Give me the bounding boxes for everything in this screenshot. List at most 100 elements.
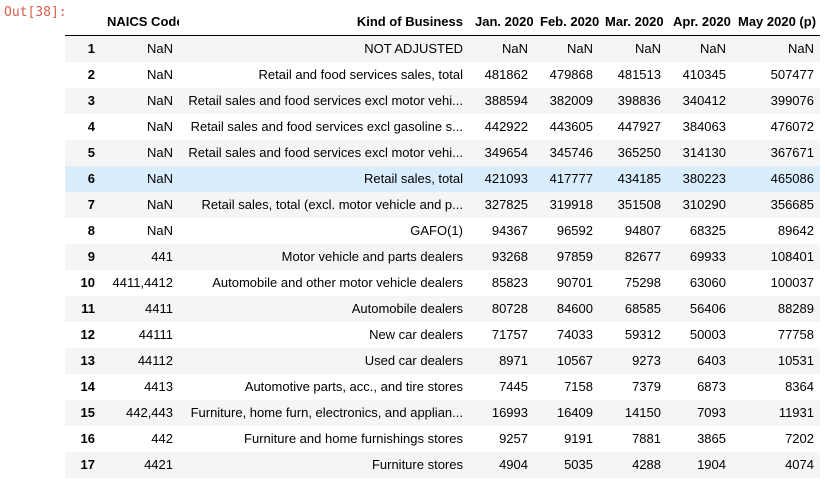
column-header: Feb. 2020	[534, 9, 599, 36]
table-cell: Automobile dealers	[351, 301, 463, 316]
table-row: 10 4411,4412 Automobile and other motor ve…	[65, 270, 820, 296]
table-cell: Retail sales and food services excl moto…	[188, 145, 463, 160]
column-header: Kind of Business	[179, 9, 469, 36]
column-header: Mar. 2020	[599, 9, 667, 36]
table-cell: 77758	[777, 327, 814, 342]
row-index: 6	[87, 171, 95, 186]
table-row: 14 4413 Automotive parts, acc., and tire s…	[65, 374, 820, 400]
row-index: 3	[87, 93, 95, 108]
table-cell: 447927	[617, 119, 661, 134]
table-cell: Motor vehicle and parts dealers	[281, 249, 463, 264]
table-row: 17 4421 Furniture stores 4904 5035 4288 1904 40…	[65, 452, 820, 478]
column-header: May 2020 (p)	[732, 9, 820, 36]
table-row: 1 NaN NOT ADJUSTED NaN NaN NaN NaN NaN	[65, 35, 820, 62]
out-prompt: Out[38]:	[4, 5, 67, 20]
header-row: NAICS Code Kind of Business Jan. 2020 Feb. …	[65, 9, 820, 36]
dataframe-output: NAICS Code Kind of Business Jan. 2020 Feb. …	[65, 9, 820, 478]
table-row: 9 441 Motor vehicle and parts dealers 93268…	[65, 244, 820, 270]
row-index: 4	[87, 119, 95, 134]
row-index: 14	[80, 379, 95, 394]
table-cell: 97859	[556, 249, 593, 264]
row-index: 7	[87, 197, 95, 212]
table-cell: 442922	[484, 119, 528, 134]
table-cell: 108401	[770, 249, 814, 264]
table-cell: 367671	[770, 145, 814, 160]
table-cell: 71757	[491, 327, 528, 342]
table-row: 7 NaN Retail sales, total (excl. motor veh…	[65, 192, 820, 218]
table-cell: 319918	[549, 197, 593, 212]
column-header: NAICS Code	[101, 9, 179, 36]
row-index: 12	[80, 327, 95, 342]
table-cell: NOT ADJUSTED	[364, 41, 463, 56]
table-cell: Automobile and other motor vehicle deale…	[212, 275, 463, 290]
table-cell: 7202	[785, 431, 814, 446]
table-cell: 398836	[617, 93, 661, 108]
table-cell: 14150	[624, 405, 661, 420]
table-cell: 4413	[144, 379, 173, 394]
table-row: 16 442 Furniture and home furnishings stor…	[65, 426, 820, 452]
table-cell: 9257	[499, 431, 528, 446]
table-cell: 465086	[770, 171, 814, 186]
table-cell: NaN	[146, 223, 173, 238]
table-row: 13 44112 Used car dealers 8971 10567 9273 6403…	[65, 348, 820, 374]
table-cell: 7093	[697, 405, 726, 420]
table-cell: 382009	[549, 93, 593, 108]
table-cell: NaN	[146, 145, 173, 160]
row-index: 13	[80, 353, 95, 368]
table-cell: 310290	[682, 197, 726, 212]
table-cell: 8971	[499, 353, 528, 368]
table-cell: 68585	[624, 301, 661, 316]
table-cell: 3865	[697, 431, 726, 446]
table-row: 11 4411 Automobile dealers 80728 84600 68585 5…	[65, 296, 820, 322]
table-cell: 314130	[682, 145, 726, 160]
table-cell: 4411	[145, 301, 173, 316]
table-cell: 4411,4412	[112, 275, 174, 290]
table-cell: NaN	[634, 41, 661, 56]
table-cell: 75298	[624, 275, 661, 290]
table-cell: 479868	[549, 67, 593, 82]
table-cell: 5035	[564, 457, 593, 472]
table-cell: 16993	[491, 405, 528, 420]
table-cell: 16409	[556, 405, 593, 420]
table-cell: 7158	[564, 379, 593, 394]
table-cell: 340412	[682, 93, 726, 108]
table-cell: 384063	[682, 119, 726, 134]
table-cell: NaN	[146, 41, 173, 56]
table-cell: 399076	[770, 93, 814, 108]
table-cell: Retail sales, total (excl. motor vehicle…	[201, 197, 463, 212]
table-cell: 4904	[499, 457, 528, 472]
table-cell: 90701	[556, 275, 593, 290]
row-index: 17	[80, 457, 95, 472]
row-index: 1	[87, 41, 95, 56]
table-cell: 44111	[138, 327, 173, 342]
table-cell: NaN	[146, 119, 173, 134]
table-cell: 351508	[617, 197, 661, 212]
table-cell: 356685	[770, 197, 814, 212]
table-cell: 94807	[624, 223, 661, 238]
table-cell: Used car dealers	[364, 353, 463, 368]
table-cell: 80728	[491, 301, 528, 316]
table-cell: Retail sales and food services excl gaso…	[190, 119, 463, 134]
row-index: 8	[87, 223, 95, 238]
table-cell: 69933	[689, 249, 726, 264]
table-cell: GAFO(1)	[410, 223, 463, 238]
table-cell: Furniture and home furnishings stores	[244, 431, 463, 446]
table-cell: 59312	[624, 327, 661, 342]
table-cell: 7445	[499, 379, 528, 394]
row-index: 15	[80, 405, 95, 420]
table-row: 8 NaN GAFO(1) 94367 96592 94807 68325 89642	[65, 218, 820, 244]
row-index: 10	[80, 275, 95, 290]
table-cell: 7379	[632, 379, 661, 394]
table-cell: 68325	[689, 223, 726, 238]
table-row: 5 NaN Retail sales and food services excl …	[65, 140, 820, 166]
table-cell: 434185	[617, 171, 661, 186]
table-cell: 421093	[484, 171, 528, 186]
table-cell: 410345	[682, 67, 726, 82]
table-cell: 349654	[484, 145, 528, 160]
table-cell: 443605	[549, 119, 593, 134]
table-cell: 82677	[624, 249, 661, 264]
table-cell: 388594	[484, 93, 528, 108]
table-body: 1 NaN NOT ADJUSTED NaN NaN NaN NaN NaN 2 NaN Retai…	[65, 35, 820, 478]
table-cell: 89642	[777, 223, 814, 238]
table-cell: 1904	[697, 457, 726, 472]
